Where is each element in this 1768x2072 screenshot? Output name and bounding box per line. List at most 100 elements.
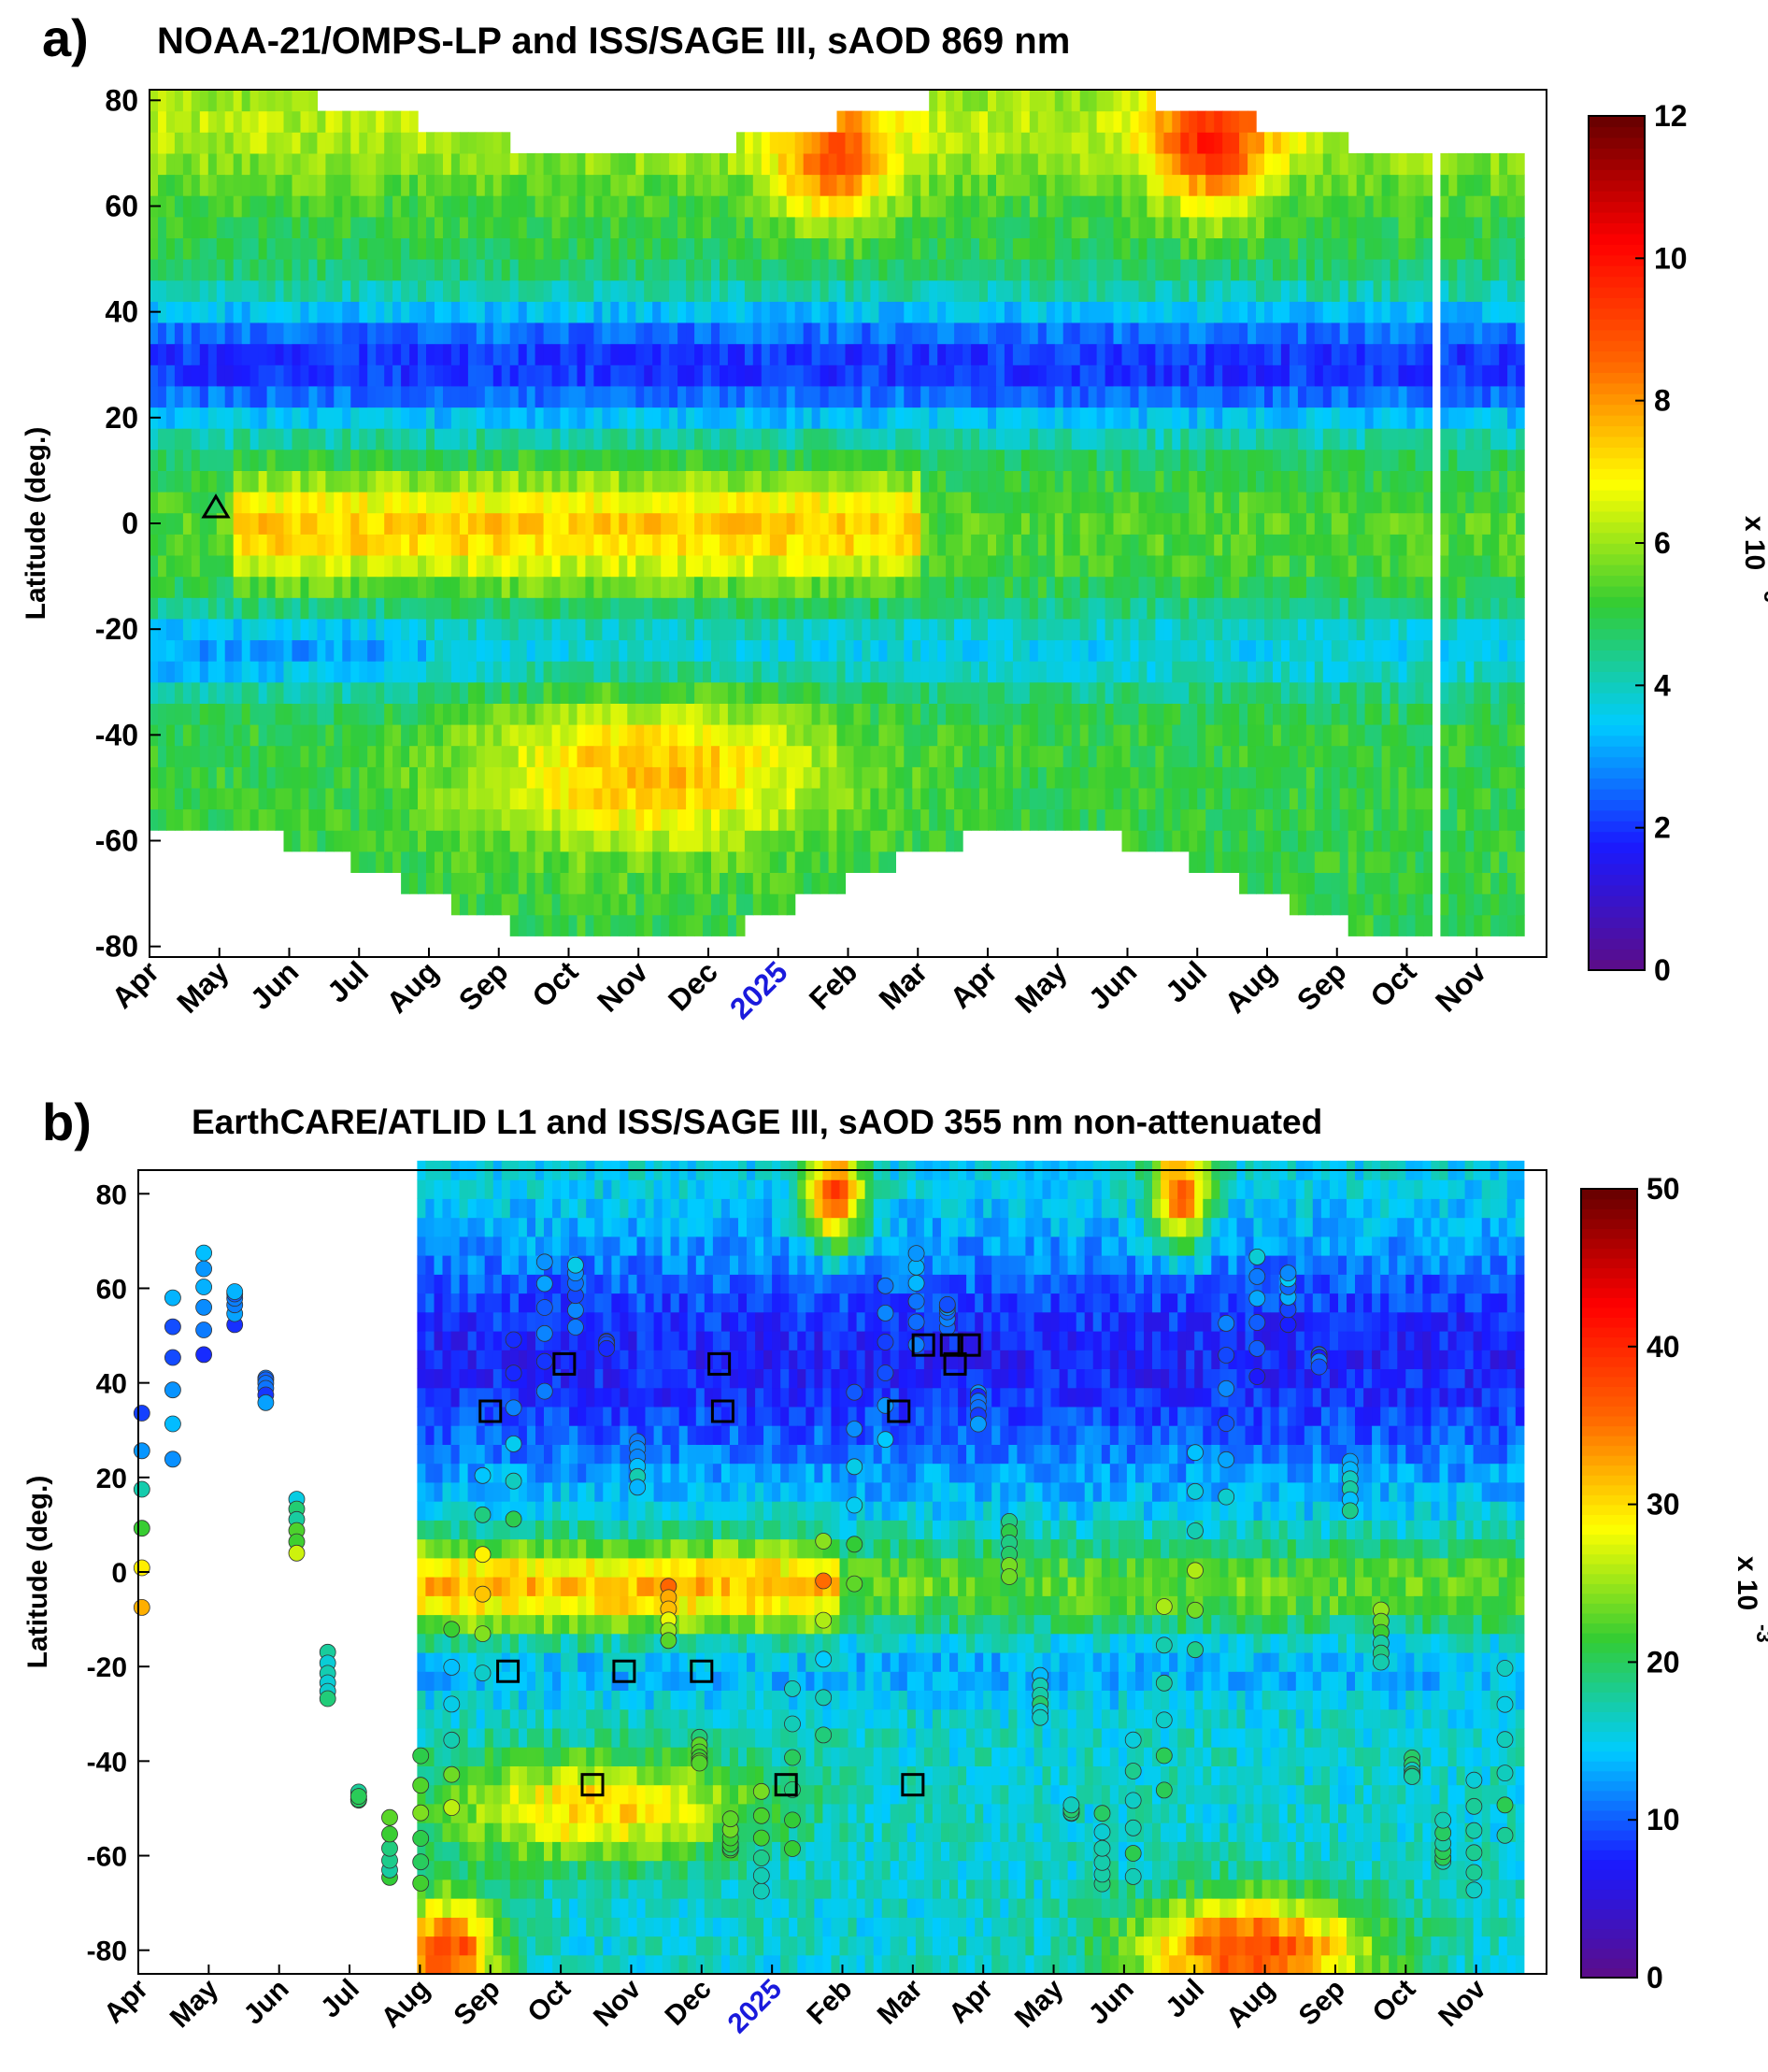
- heatmap-cell: [979, 787, 989, 810]
- heatmap-cell: [686, 449, 695, 471]
- heatmap-cell: [199, 470, 209, 493]
- heatmap-cell: [476, 449, 486, 471]
- heatmap-cell: [1222, 428, 1232, 450]
- heatmap-cell: [794, 576, 805, 598]
- heatmap-cell: [1155, 385, 1164, 408]
- heatmap-cell: [150, 216, 159, 238]
- heatmap-cell: [409, 259, 419, 281]
- heatmap-cell: [946, 364, 955, 387]
- heatmap-cell: [1172, 766, 1181, 789]
- heatmap-cell: [526, 301, 536, 323]
- heatmap-cell: [467, 745, 478, 767]
- heatmap-cell: [568, 407, 578, 429]
- heatmap-cell: [1079, 132, 1090, 154]
- heatmap-cell: [467, 195, 478, 218]
- heatmap-cell: [409, 449, 419, 471]
- heatmap-cell: [450, 152, 461, 176]
- heatmap-cell: [459, 364, 469, 387]
- heatmap-cell: [585, 661, 594, 683]
- heatmap-cell: [1046, 132, 1056, 154]
- heatmap-cell: [752, 681, 763, 704]
- heatmap-cell: [828, 766, 838, 789]
- heatmap-cell: [727, 618, 737, 641]
- heatmap-cell: [568, 259, 578, 281]
- heatmap-cell: [174, 301, 184, 323]
- heatmap-cell: [266, 90, 277, 112]
- heatmap-cell: [1062, 724, 1073, 747]
- heatmap-cell: [1155, 428, 1164, 450]
- heatmap-cell: [1163, 237, 1173, 260]
- heatmap-cell: [568, 914, 578, 936]
- heatmap-cell: [1004, 132, 1014, 154]
- heatmap-cell: [1172, 470, 1181, 493]
- heatmap-cell: [1121, 237, 1132, 260]
- heatmap-cell: [484, 808, 494, 831]
- heatmap-cell: [853, 216, 863, 238]
- heatmap-cell: [1172, 428, 1181, 450]
- heatmap-cell: [392, 639, 402, 662]
- heatmap-cell: [560, 703, 570, 725]
- heatmap-cell: [367, 597, 377, 620]
- heatmap-cell: [501, 703, 511, 725]
- heatmap-cell: [794, 787, 805, 810]
- heatmap-cell: [610, 703, 620, 725]
- heatmap-cell: [644, 152, 653, 176]
- heatmap-cell: [761, 174, 771, 196]
- heatmap-cell: [526, 174, 536, 196]
- heatmap-cell: [619, 364, 628, 387]
- heatmap-cell: [836, 808, 847, 831]
- heatmap-cell: [1046, 152, 1056, 176]
- heatmap-cell: [686, 216, 695, 238]
- heatmap-cell: [1280, 237, 1290, 260]
- heatmap-cell: [727, 216, 737, 238]
- heatmap-cell: [258, 343, 268, 365]
- heatmap-cell: [1256, 237, 1265, 260]
- heatmap-cell: [577, 174, 587, 196]
- heatmap-cell: [711, 322, 720, 345]
- heatmap-cell: [1273, 681, 1282, 704]
- heatmap-cell: [258, 724, 268, 747]
- heatmap-cell: [150, 385, 159, 408]
- heatmap-cell: [577, 745, 587, 767]
- heatmap-cell: [954, 195, 963, 218]
- heatmap-cell: [870, 152, 879, 176]
- heatmap-cell: [409, 407, 419, 429]
- heatmap-cell: [165, 174, 176, 196]
- heatmap-cell: [258, 681, 268, 704]
- heatmap-cell: [275, 534, 285, 556]
- heatmap-cell: [1248, 195, 1257, 218]
- heatmap-cell: [1197, 195, 1206, 218]
- heatmap-cell: [703, 724, 712, 747]
- heatmap-cell: [735, 576, 746, 598]
- heatmap-cell: [1054, 216, 1064, 238]
- heatmap-cell: [577, 661, 587, 683]
- heatmap-cell: [543, 428, 553, 450]
- heatmap-cell: [1222, 808, 1232, 831]
- heatmap-cell: [1020, 385, 1031, 408]
- heatmap-cell: [1155, 808, 1164, 831]
- heatmap-cell: [275, 174, 285, 196]
- heatmap-cell: [1189, 639, 1198, 662]
- heatmap-cell: [501, 259, 511, 281]
- heatmap-cell: [593, 787, 603, 810]
- heatmap-cell: [644, 681, 653, 704]
- heatmap-cell: [619, 639, 628, 662]
- heatmap-cell: [241, 322, 251, 345]
- heatmap-cell: [619, 343, 628, 365]
- heatmap-cell: [1256, 745, 1265, 767]
- heatmap-cell: [1197, 618, 1206, 641]
- heatmap-cell: [619, 661, 628, 683]
- heatmap-cell: [359, 259, 368, 281]
- heatmap-cell: [1121, 639, 1132, 662]
- heatmap-cell: [275, 766, 285, 789]
- heatmap-cell: [577, 407, 587, 429]
- heatmap-cell: [1273, 787, 1282, 810]
- heatmap-cell: [543, 745, 553, 767]
- heatmap-cell: [845, 322, 855, 345]
- heatmap-cell: [1305, 830, 1316, 852]
- heatmap-cell: [1280, 259, 1290, 281]
- heatmap-cell: [895, 597, 905, 620]
- heatmap-cell: [1256, 492, 1265, 514]
- heatmap-cell: [862, 301, 871, 323]
- heatmap-cell: [492, 681, 503, 704]
